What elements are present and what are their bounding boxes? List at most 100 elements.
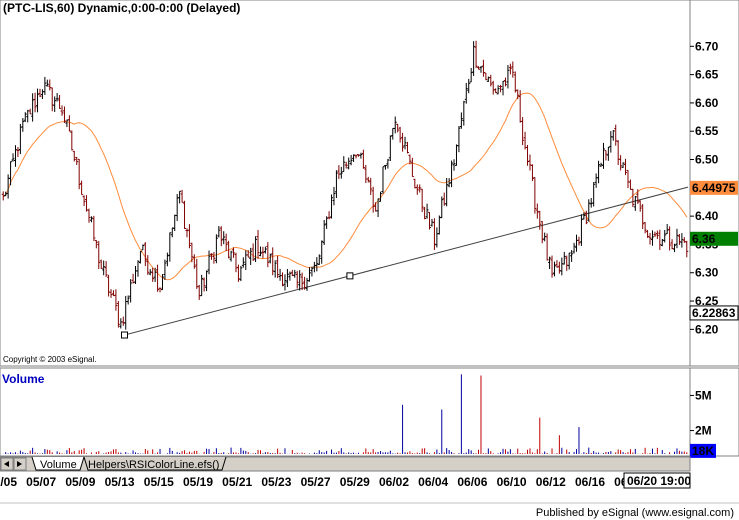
price-bar xyxy=(668,226,672,251)
price-bar xyxy=(89,216,93,223)
price-bar xyxy=(298,270,302,291)
price-bar xyxy=(82,195,86,207)
price-bar xyxy=(550,255,554,278)
price-bar xyxy=(533,177,537,214)
price-bar xyxy=(462,100,466,126)
scroll-left-button[interactable] xyxy=(0,457,14,471)
price-bar xyxy=(109,289,113,298)
price-bar xyxy=(369,177,373,195)
price-bar xyxy=(344,161,348,169)
price-tick-label: 6.25 xyxy=(695,294,719,308)
price-bar xyxy=(232,247,236,258)
price-bar xyxy=(361,149,365,169)
price-bar xyxy=(428,211,432,230)
price-bar xyxy=(227,240,231,259)
price-bar xyxy=(97,241,101,269)
price-bar xyxy=(254,236,258,263)
cursor-time-box xyxy=(623,472,691,489)
scroll-right-button[interactable] xyxy=(13,457,27,471)
price-bar xyxy=(604,150,608,161)
price-bar xyxy=(410,157,414,178)
price-bar xyxy=(317,254,321,265)
price-bar xyxy=(631,188,635,207)
price-bar xyxy=(599,162,603,167)
price-bar xyxy=(646,230,650,238)
price-bar xyxy=(383,164,387,170)
price-bar xyxy=(217,226,221,238)
price-tick-label: 6.55 xyxy=(695,124,719,138)
price-bar xyxy=(178,190,182,204)
trendline-start-handle[interactable] xyxy=(121,331,128,339)
price-bar xyxy=(606,146,610,161)
price-bar xyxy=(633,195,637,211)
price-bar xyxy=(207,250,211,275)
price-bar xyxy=(285,268,289,287)
price-bar xyxy=(477,66,481,70)
date-tick-label: 05/15 xyxy=(144,475,174,489)
price-tick-label: 6.50 xyxy=(695,153,719,167)
price-bar xyxy=(102,260,106,276)
price-bar xyxy=(151,267,155,282)
price-bar xyxy=(491,80,495,95)
date-tick-label: 06/06 xyxy=(457,475,487,489)
price-bar xyxy=(450,160,454,188)
price-bar xyxy=(396,123,400,133)
price-bar xyxy=(570,250,574,262)
price-bar xyxy=(129,279,133,303)
price-bar xyxy=(163,259,167,280)
price-bar xyxy=(552,261,556,277)
price-bar xyxy=(11,153,15,162)
price-bar xyxy=(303,276,307,290)
price-bar xyxy=(464,82,468,104)
price-bar xyxy=(415,184,419,195)
price-bar xyxy=(229,250,233,262)
price-bar xyxy=(653,231,657,237)
trendline[interactable] xyxy=(124,186,689,336)
volume-axis[interactable] xyxy=(689,367,739,457)
price-bar xyxy=(484,72,488,81)
price-bar xyxy=(60,105,64,116)
price-bar xyxy=(548,256,552,270)
price-bar xyxy=(489,74,493,87)
price-bar xyxy=(479,66,483,73)
price-bar xyxy=(540,221,544,244)
volume-panel[interactable] xyxy=(0,367,691,457)
price-bar xyxy=(263,246,267,254)
date-tick-label: 05/23 xyxy=(261,475,291,489)
price-bar xyxy=(516,89,520,100)
price-bar xyxy=(587,199,591,222)
price-bar xyxy=(77,158,81,190)
price-bar xyxy=(457,126,461,153)
price-bar xyxy=(143,242,147,267)
price-bar xyxy=(481,59,485,77)
price-bar xyxy=(582,212,586,220)
price-bar xyxy=(202,277,206,292)
price-bar xyxy=(38,88,42,98)
price-bar xyxy=(401,132,405,152)
price-bar xyxy=(432,218,436,250)
price-bar xyxy=(16,147,20,158)
price-bar xyxy=(273,260,277,278)
price-bar xyxy=(398,126,402,143)
price-bar xyxy=(379,191,383,202)
price-bar xyxy=(445,178,449,207)
trendline-anchor-handle[interactable] xyxy=(346,272,354,280)
price-bar xyxy=(567,252,571,270)
price-bar xyxy=(359,152,363,159)
price-panel[interactable] xyxy=(0,0,691,367)
svg-text:6.44975: 6.44975 xyxy=(692,181,736,195)
price-bar xyxy=(584,210,588,225)
price-bar xyxy=(300,272,304,291)
tab-volume[interactable]: Volume xyxy=(31,456,85,471)
price-bar xyxy=(393,116,397,134)
price-bar xyxy=(187,224,191,249)
price-bar xyxy=(643,222,647,234)
tab-rsicolorline[interactable]: Helpers\RSIColorLine.efs() xyxy=(83,456,227,471)
date-tick-label: 06/16 xyxy=(575,475,605,489)
price-bar xyxy=(521,117,525,146)
price-bar xyxy=(325,216,329,229)
price-bar xyxy=(195,258,199,289)
price-bar xyxy=(251,243,255,261)
chart-title: (PTC-LIS,60) Dynamic,0:00-0:00 (Delayed) xyxy=(3,1,240,15)
